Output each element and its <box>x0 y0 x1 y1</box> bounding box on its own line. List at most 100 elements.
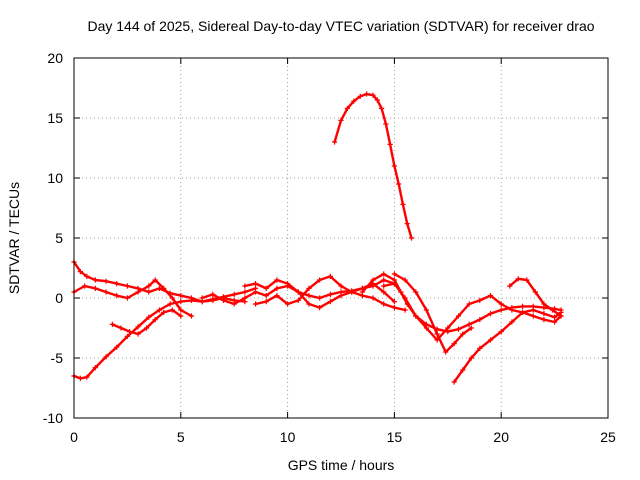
data-point <box>370 92 376 98</box>
data-point <box>327 291 333 297</box>
data-point <box>242 289 248 295</box>
data-point <box>541 301 547 307</box>
data-point <box>477 317 483 323</box>
data-point <box>423 325 430 331</box>
data-point <box>295 297 301 303</box>
data-point <box>152 277 158 283</box>
data-point <box>413 289 419 295</box>
data-point <box>455 326 462 332</box>
data-point <box>498 301 504 307</box>
data-point <box>364 91 370 97</box>
data-point <box>242 283 248 289</box>
data-point <box>466 301 472 307</box>
data-point <box>103 354 109 360</box>
data-point <box>391 271 397 277</box>
data-point <box>84 273 90 279</box>
series-line <box>333 92 413 240</box>
data-point <box>423 307 430 313</box>
data-point <box>124 333 130 339</box>
x-tick-label: 25 <box>600 429 616 445</box>
data-point <box>103 289 109 295</box>
data-point <box>383 121 389 127</box>
data-point <box>92 365 98 371</box>
data-point <box>114 293 120 299</box>
data-point <box>210 296 216 302</box>
data-point <box>344 105 351 111</box>
data-point <box>152 317 158 323</box>
data-point <box>327 299 333 305</box>
data-point <box>387 141 393 147</box>
y-tick-label: 0 <box>55 290 63 306</box>
grid <box>74 58 608 418</box>
data-point <box>231 291 237 297</box>
x-tick-label: 10 <box>280 429 296 445</box>
data-point <box>178 313 184 319</box>
data-point <box>199 295 205 301</box>
y-tick-label: -10 <box>43 410 63 426</box>
data-point <box>460 367 466 373</box>
data-point <box>84 374 90 380</box>
data-point <box>252 289 259 295</box>
data-point <box>327 273 333 279</box>
data-point <box>402 307 408 313</box>
data-point <box>498 307 504 313</box>
y-tick-label: -5 <box>51 350 64 366</box>
data-point <box>317 295 323 301</box>
data-point <box>391 163 397 169</box>
data-point <box>220 297 227 303</box>
y-tick-label: 15 <box>47 110 63 126</box>
data-point <box>92 277 98 283</box>
data-point <box>135 289 141 295</box>
data-point <box>552 319 558 325</box>
data-point <box>114 344 120 350</box>
data-point <box>370 295 376 301</box>
y-tick-label: 10 <box>47 170 63 186</box>
series-track-3 <box>71 285 259 381</box>
data-point <box>338 117 344 123</box>
data-point <box>434 331 440 337</box>
data-point <box>331 139 338 145</box>
data-point <box>396 181 402 187</box>
data-point <box>515 276 521 282</box>
data-point <box>357 93 363 99</box>
data-point <box>161 285 167 291</box>
data-point <box>118 325 124 331</box>
data-point <box>391 281 397 287</box>
data-point <box>338 293 344 299</box>
data-point <box>445 325 451 331</box>
data-point <box>146 314 152 320</box>
data-point <box>144 325 150 331</box>
series-track-10 <box>391 271 474 355</box>
data-point <box>178 299 184 305</box>
x-axis-label: GPS time / hours <box>288 457 395 473</box>
data-point <box>263 299 269 305</box>
data-point <box>404 221 410 227</box>
data-point <box>124 295 130 301</box>
y-tick-label: 20 <box>47 50 63 66</box>
data-point <box>487 337 494 343</box>
data-point <box>146 289 152 295</box>
data-point <box>530 307 536 313</box>
data-point <box>381 283 387 289</box>
data-point <box>541 317 547 323</box>
data-point <box>359 289 365 295</box>
data-point <box>317 305 323 311</box>
data-point <box>378 105 385 111</box>
data-point <box>391 299 397 305</box>
data-point <box>242 295 248 301</box>
data-point <box>541 311 547 317</box>
data-point <box>524 277 530 283</box>
data-point <box>381 301 387 307</box>
data-point <box>188 297 195 303</box>
x-tick-label: 20 <box>493 429 509 445</box>
series-track-8 <box>331 91 415 241</box>
data-point <box>306 285 312 291</box>
data-point <box>477 345 483 351</box>
data-point <box>351 98 357 104</box>
data-point <box>443 349 449 355</box>
data-point <box>402 295 408 301</box>
data-point <box>169 295 175 301</box>
data-point <box>317 277 323 283</box>
data-point <box>231 301 237 307</box>
